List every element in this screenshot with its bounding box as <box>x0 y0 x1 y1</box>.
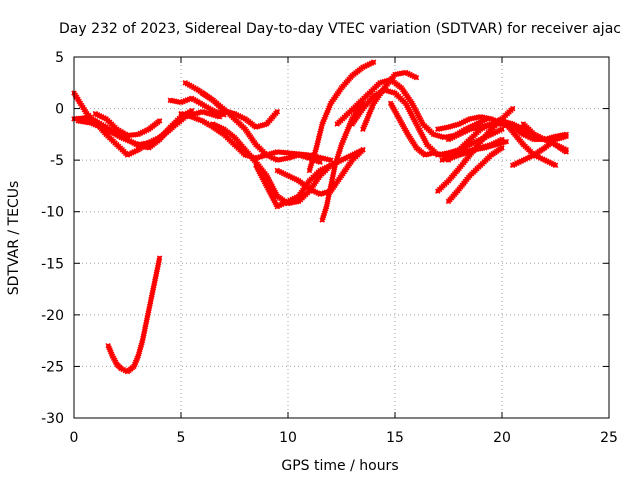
data-point <box>552 162 559 169</box>
data-point <box>370 59 377 65</box>
series-track-14 <box>334 76 490 141</box>
series-track-13 <box>306 59 377 174</box>
data-point <box>360 147 366 153</box>
x-tick-label: 10 <box>279 430 297 446</box>
chart-title: Day 232 of 2023, Sidereal Day-to-day VTE… <box>59 21 621 37</box>
series-track-21 <box>435 114 505 132</box>
x-tick-label: 25 <box>600 430 618 446</box>
data-series <box>71 59 569 375</box>
data-point <box>156 255 163 261</box>
data-point <box>274 108 281 115</box>
x-tick-label: 0 <box>70 430 79 446</box>
data-point <box>317 159 323 165</box>
axis-ticks: 0 5 10 15 20 25 -30 -25 -20 -15 -10 -5 0 5 <box>41 50 618 446</box>
data-point <box>328 157 334 163</box>
data-point <box>188 107 195 114</box>
data-point <box>563 133 569 140</box>
y-tick-label: -15 <box>41 256 64 272</box>
x-tick-label: 15 <box>386 430 404 446</box>
y-tick-label: -30 <box>41 411 64 427</box>
plot-frame <box>73 56 610 419</box>
series-track-26 <box>503 121 559 169</box>
x-tick-label: 5 <box>177 430 186 446</box>
y-tick-label: -5 <box>50 153 64 169</box>
series-track-7 <box>199 90 281 130</box>
series-track-3 <box>75 108 223 148</box>
y-axis-label: SDTVAR / TECUs <box>6 181 22 296</box>
x-tick-label: 20 <box>493 430 511 446</box>
x-axis-label: GPS time / hours <box>281 458 398 474</box>
data-point <box>221 112 227 118</box>
y-tick-label: -10 <box>41 205 64 221</box>
data-point <box>156 118 163 124</box>
y-tick-label: 5 <box>55 50 64 66</box>
data-point <box>499 145 505 151</box>
y-tick-label: 0 <box>55 102 64 118</box>
series-track-5 <box>167 95 227 118</box>
series-track-4 <box>92 110 163 139</box>
data-point <box>499 126 505 132</box>
y-tick-label: -25 <box>41 359 64 375</box>
series-track-16 <box>360 69 420 132</box>
series-track-23 <box>445 145 505 205</box>
data-point <box>503 138 510 145</box>
series-track-28 <box>499 118 569 155</box>
data-point <box>563 149 569 155</box>
series-track-29 <box>105 255 163 375</box>
series-track-10 <box>253 147 366 210</box>
y-tick-label: -20 <box>41 308 64 324</box>
data-point <box>413 74 420 81</box>
data-point <box>509 105 516 112</box>
series-track-22 <box>439 138 510 163</box>
